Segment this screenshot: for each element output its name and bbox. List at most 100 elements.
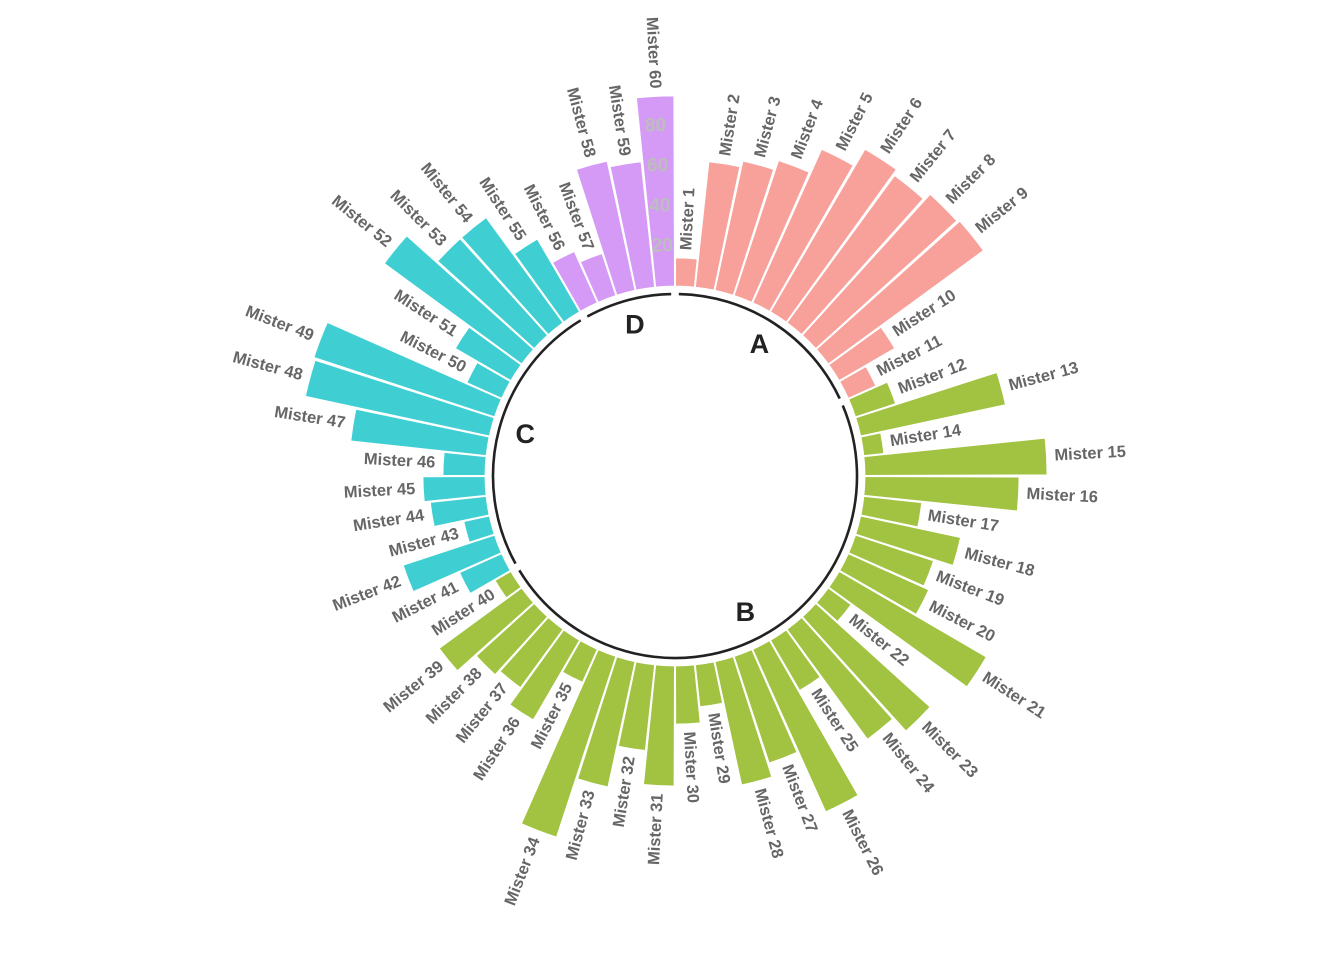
bar-mister-53 [437,238,548,349]
bar-mister-32 [617,661,655,751]
bar-mister-39 [438,587,534,672]
group-arcs-layer: A B C D [491,292,859,660]
bar-mister-13 [855,372,1006,437]
label-mister-28: Mister 28 [751,786,787,860]
tick-label-80: 80 [645,116,666,137]
bar-mister-52 [383,235,534,365]
bar-mister-18 [855,515,961,566]
bar-mister-46 [442,452,487,476]
bar-mister-21 [828,570,987,688]
bar-mister-51 [454,326,522,382]
label-mister-34: Mister 34 [501,834,544,908]
bar-mister-8 [802,193,958,349]
bar-mister-40 [494,570,522,599]
tick-label-20: 20 [652,235,673,256]
bar-mister-60 [636,95,675,288]
group-arc-a [678,292,841,400]
bar-mister-16 [863,476,1020,512]
group-arc-d [586,292,672,318]
bar-mister-49 [313,322,502,418]
label-mister-59: Mister 59 [605,84,634,157]
label-mister-3: Mister 3 [751,95,785,160]
bar-mister-55 [514,238,581,323]
bar-mister-20 [839,553,930,615]
bar-mister-59 [609,161,655,291]
bar-mister-57 [579,253,617,303]
label-mister-49: Mister 49 [243,302,316,344]
bar-mister-30 [675,664,701,725]
label-mister-5: Mister 5 [833,90,877,154]
bar-mister-35 [562,640,598,683]
bar-mister-48 [305,359,495,437]
bar-mister-7 [786,175,924,335]
bar-mister-54 [461,217,564,335]
bar-mister-44 [429,496,490,527]
label-mister-44: Mister 44 [352,506,426,535]
bar-mister-25 [769,629,821,691]
bar-mister-50 [466,362,511,399]
group-label-b: B [736,597,756,627]
bar-mister-38 [475,603,548,676]
label-mister-17: Mister 17 [927,507,1000,536]
label-mister-6: Mister 6 [877,95,926,157]
bar-mister-3 [714,160,775,296]
bar-mister-28 [714,656,773,786]
label-mister-16: Mister 16 [1026,485,1098,507]
bar-mister-41 [459,553,511,594]
label-mister-60: Mister 60 [643,17,665,89]
bars-layer [305,95,1048,838]
label-mister-8: Mister 8 [943,151,1000,208]
bar-mister-56 [552,251,598,312]
bar-mister-11 [839,366,877,399]
label-mister-7: Mister 7 [907,126,960,186]
group-label-d: D [625,309,645,339]
label-mister-30: Mister 30 [680,731,702,803]
bar-mister-26 [752,640,859,813]
tick-label-40: 40 [649,195,670,216]
bar-mister-5 [752,148,854,312]
label-mister-45: Mister 45 [343,480,415,502]
radial-tick-labels: 20 40 60 80 [645,116,673,257]
label-mister-46: Mister 46 [363,450,435,472]
bar-mister-14 [860,432,885,456]
label-mister-48: Mister 48 [231,348,305,384]
bar-mister-43 [463,515,495,543]
label-mister-13: Mister 13 [1007,359,1081,395]
bar-mister-42 [402,534,502,593]
label-mister-47: Mister 47 [273,403,346,432]
label-mister-18: Mister 18 [963,544,1037,580]
label-mister-21: Mister 21 [979,668,1049,722]
tick-label-60: 60 [647,155,668,176]
bar-mister-4 [733,160,810,303]
bar-mister-34 [521,649,617,838]
label-mister-2: Mister 2 [716,93,744,157]
bar-mister-27 [733,649,798,764]
group-label-c: C [516,419,536,449]
bar-mister-19 [848,534,934,587]
bar-mister-45 [422,476,487,502]
group-arc-c [491,319,582,565]
label-mister-26: Mister 26 [838,807,887,879]
bar-mister-37 [499,617,564,689]
label-mister-9: Mister 9 [972,184,1032,237]
bar-mister-17 [860,496,923,528]
bar-mister-24 [786,617,893,740]
label-mister-32: Mister 32 [610,755,639,828]
bar-mister-10 [828,326,896,382]
bar-mister-31 [643,664,675,787]
label-mister-15: Mister 15 [1054,443,1126,465]
bar-mister-12 [848,381,896,418]
bar-mister-36 [509,629,581,721]
bar-mister-29 [695,661,723,708]
label-mister-52: Mister 52 [328,192,395,251]
bar-mister-15 [863,437,1048,476]
bar-mister-1 [675,257,698,288]
bar-mister-33 [577,656,636,788]
bar-mister-47 [350,408,490,456]
bar-mister-22 [816,587,852,622]
bar-mister-23 [802,603,931,732]
bar-mister-9 [816,220,984,365]
group-arc-b [518,404,859,660]
